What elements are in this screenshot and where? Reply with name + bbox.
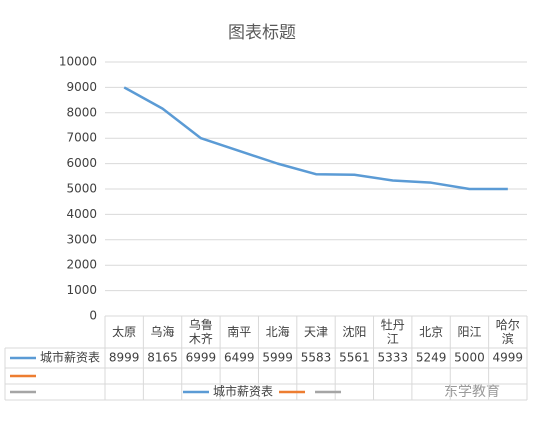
table-value: 6999 bbox=[186, 351, 217, 365]
y-tick-label: 7000 bbox=[66, 131, 97, 145]
x-tick-label: 沈阳 bbox=[342, 325, 367, 339]
y-tick-label: 9000 bbox=[66, 80, 97, 94]
y-tick-label: 5000 bbox=[66, 182, 97, 196]
legend-label: 城市薪资表 bbox=[213, 384, 273, 399]
x-tick-label: 哈尔滨 bbox=[495, 318, 520, 346]
x-tick-label: 太原 bbox=[112, 325, 137, 339]
y-tick-label: 0 bbox=[89, 309, 97, 323]
table-value: 8165 bbox=[147, 351, 178, 365]
table-value: 5561 bbox=[339, 351, 370, 365]
watermark: 东学教育 bbox=[444, 384, 500, 400]
table-value: 5249 bbox=[416, 351, 447, 365]
table-series-name: 城市薪资表 bbox=[40, 350, 100, 365]
table-value: 4999 bbox=[493, 351, 524, 365]
table-value: 8999 bbox=[109, 351, 140, 365]
x-tick-label: 乌鲁木齐 bbox=[188, 318, 213, 346]
x-tick-label: 阳江 bbox=[457, 325, 482, 339]
y-tick-label: 3000 bbox=[66, 232, 97, 246]
table-value: 5999 bbox=[262, 351, 293, 365]
x-tick-label: 北京 bbox=[419, 325, 444, 339]
x-tick-label: 乌海 bbox=[150, 325, 175, 339]
y-tick-label: 10000 bbox=[59, 55, 97, 69]
chart-title: 图表标题 bbox=[228, 23, 296, 43]
x-tick-label: 牡丹江 bbox=[380, 318, 405, 346]
x-tick-label: 天津 bbox=[303, 325, 328, 339]
line-series bbox=[123, 86, 508, 191]
x-tick-label: 北海 bbox=[265, 325, 290, 339]
y-tick-label: 6000 bbox=[66, 156, 97, 170]
table-value: 5333 bbox=[377, 351, 408, 365]
x-tick-label: 南平 bbox=[227, 325, 252, 339]
y-tick-label: 1000 bbox=[66, 283, 97, 297]
y-tick-label: 8000 bbox=[66, 105, 97, 119]
table-value: 5583 bbox=[301, 351, 332, 365]
y-tick-label: 2000 bbox=[66, 258, 97, 272]
table-value: 5000 bbox=[454, 351, 485, 365]
table-value: 6499 bbox=[224, 351, 255, 365]
y-tick-label: 4000 bbox=[66, 207, 97, 221]
